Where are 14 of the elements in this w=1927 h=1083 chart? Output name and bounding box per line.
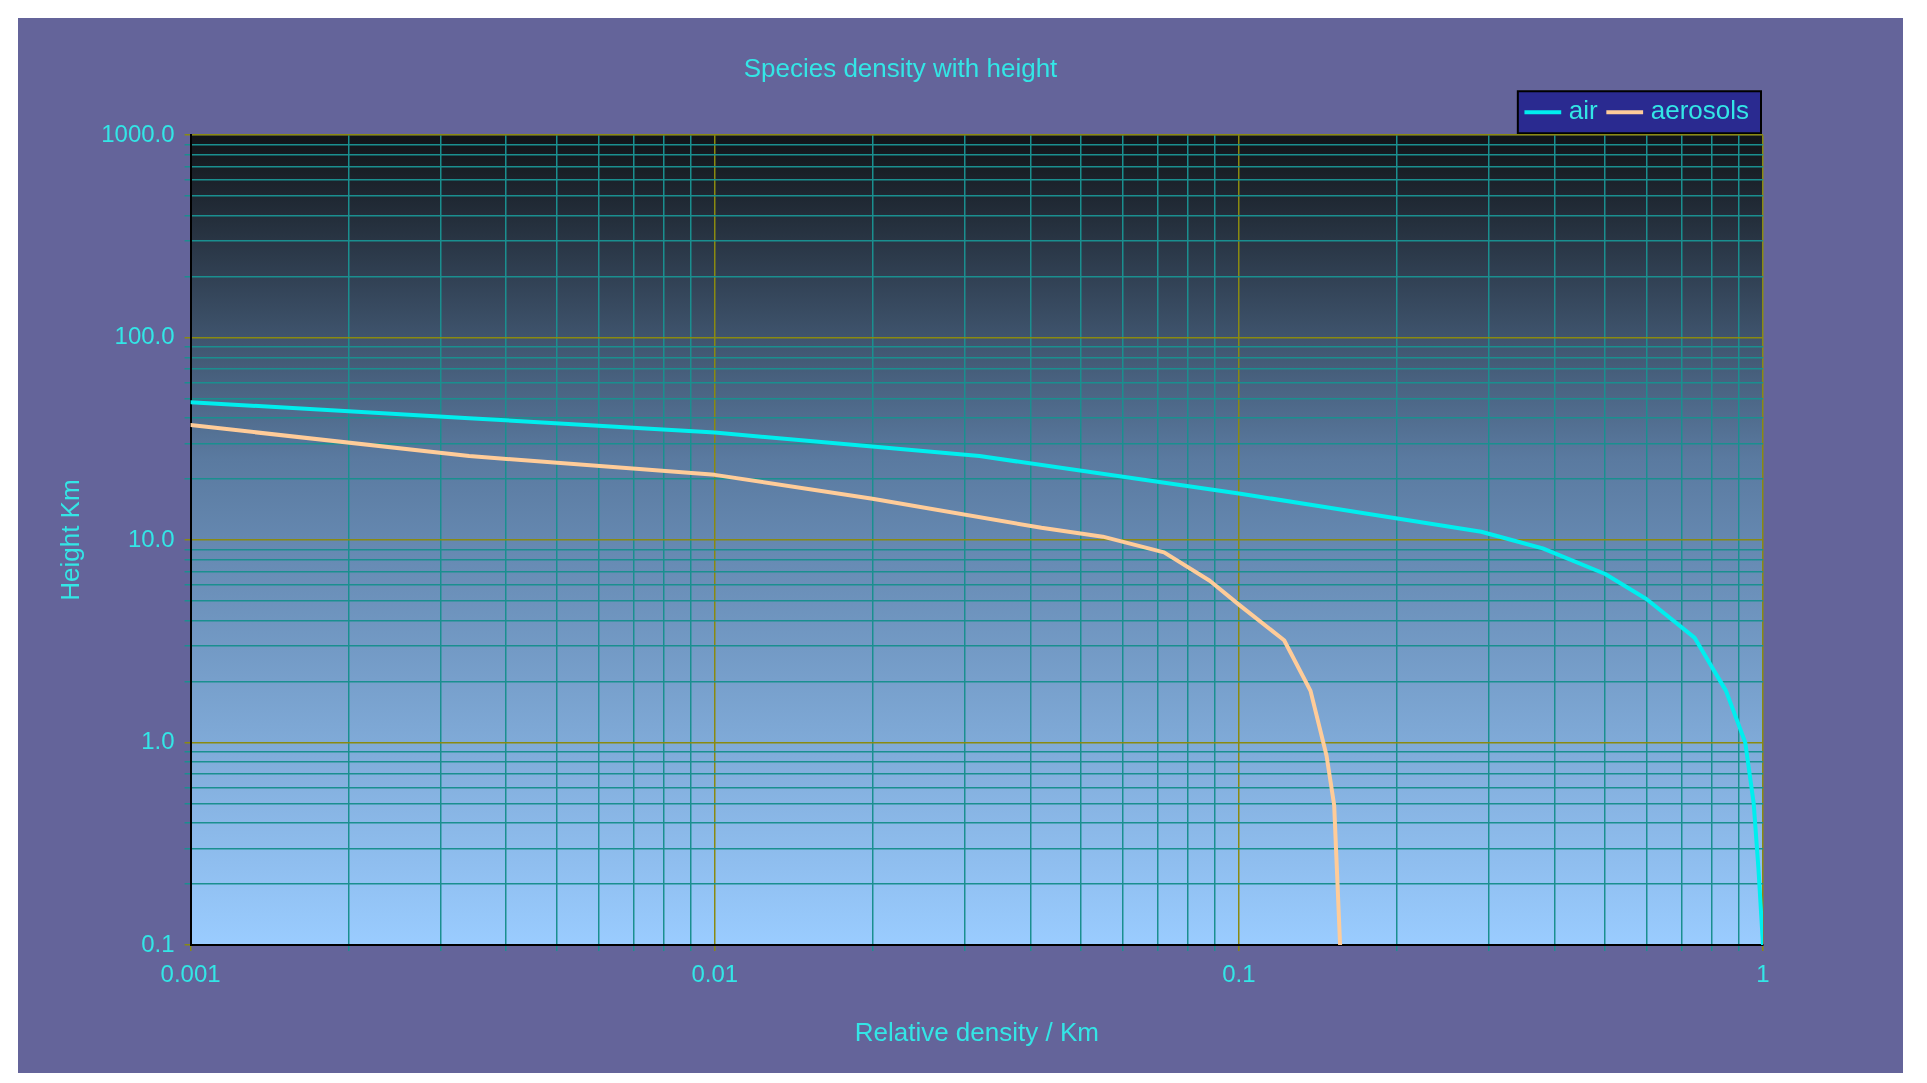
y-tick-label: 0.1 [141,929,175,957]
y-tick-label: 1.0 [141,727,175,755]
x-tick-label: 1 [1756,960,1770,988]
y-axis-title: Height Km [54,479,85,601]
y-tick-label: 100.0 [114,322,175,350]
x-axis-title: Relative density / Km [854,1016,1099,1047]
x-tick-label: 0.1 [1222,960,1256,988]
legend-label: air [1568,95,1599,126]
x-tick-label: 0.001 [160,960,221,988]
legend-label: aerosols [1650,95,1750,126]
y-tick-label: 10.0 [127,524,175,552]
y-tick-label: 1000.0 [101,119,175,147]
chart-title: Species density with height [743,52,1059,83]
x-tick-label: 0.01 [691,960,739,988]
